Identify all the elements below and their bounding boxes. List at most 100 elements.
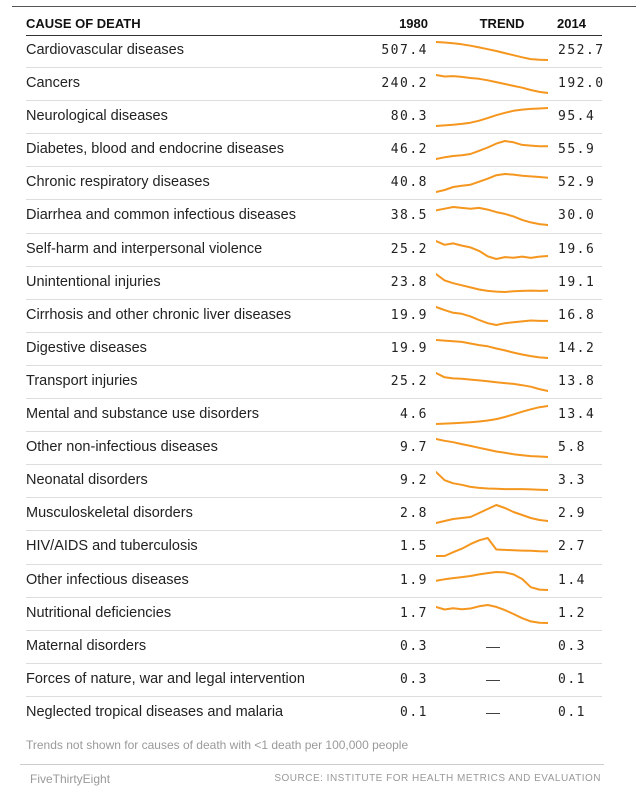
value-2014: 1.4 [558,572,586,588]
footnote: Trends not shown for causes of death wit… [26,738,409,752]
table-row: Chronic respiratory diseases 40.8 52.9 [26,167,602,201]
trend-sparkline [436,74,548,95]
table-row: Maternal disorders 0.3 — 0.3 [26,631,602,664]
trend-line [436,239,548,260]
trend-line [436,570,548,591]
value-2014: 0.1 [558,704,586,720]
trend-sparkline [436,107,548,128]
value-1980: 1.7 [400,605,428,621]
trend-sparkline [436,438,548,459]
value-2014: 19.1 [558,274,596,290]
table-row: Digestive diseases 19.9 14.2 [26,333,602,366]
header-rule [26,35,602,36]
table-row: HIV/AIDS and tuberculosis 1.5 2.7 [26,531,602,565]
trend-dash: — [486,670,500,687]
value-1980: 9.2 [400,473,428,489]
table-row: Mental and substance use disorders 4.6 13.… [26,399,602,433]
table-row: Other infectious diseases 1.9 1.4 [26,565,602,598]
cause-label: Forces of nature, war and legal interven… [26,670,305,687]
trend-line [436,438,548,459]
value-2014: 55.9 [558,142,596,158]
value-2014: 0.1 [558,671,586,687]
cause-label: Diarrhea and common infectious diseases [26,207,296,224]
source-credit: SOURCE: INSTITUTE FOR HEALTH METRICS AND… [274,773,601,784]
cause-label: Self-harm and interpersonal violence [26,240,263,257]
table-row: Cirrhosis and other chronic liver diseas… [26,300,602,333]
table-row: Self-harm and interpersonal violence 25.2… [26,234,602,267]
trend-line [436,272,548,293]
trend-line [436,504,548,525]
value-1980: 40.8 [390,175,428,191]
trend-line [436,140,548,161]
cause-label: Chronic respiratory diseases [26,174,210,191]
trend-line [436,107,548,128]
trend-sparkline [436,405,548,426]
table-row: Forces of nature, war and legal interven… [26,664,602,697]
cause-label: Unintentional injuries [26,273,161,290]
trend-sparkline [436,537,548,558]
table-row: Musculoskeletal disorders 2.8 2.9 [26,498,602,532]
value-2014: 95.4 [558,109,596,125]
cause-label: Maternal disorders [26,637,147,654]
trend-sparkline [436,603,548,624]
value-1980: 38.5 [390,208,428,224]
header-1980: 1980 [399,16,428,31]
value-1980: 9.7 [400,440,428,456]
trend-dash: — [486,703,500,720]
top-rule [12,6,636,7]
trend-sparkline [436,239,548,260]
value-1980: 0.3 [400,671,428,687]
value-2014: 19.6 [558,241,596,257]
cause-label: Cancers [26,75,80,92]
value-2014: 52.9 [558,175,596,191]
value-1980: 1.9 [400,572,428,588]
value-2014: 14.2 [558,340,596,356]
value-2014: 3.3 [558,473,586,489]
table-row: Neglected tropical diseases and malaria 0… [26,697,602,730]
trend-sparkline [436,272,548,293]
cause-label: Mental and substance use disorders [26,406,259,423]
trend-line [436,338,548,359]
value-2014: 16.8 [558,307,596,323]
trend-sparkline [436,173,548,194]
trend-line [436,471,548,492]
table-row: Nutritional deficiencies 1.7 1.2 [26,598,602,631]
cause-label: Diabetes, blood and endocrine diseases [26,141,284,158]
trend-line [436,537,548,558]
value-2014: 0.3 [558,638,586,654]
value-2014: 252.7 [558,43,605,58]
table-row: Other non-infectious diseases 9.7 5.8 [26,432,602,466]
value-1980: 4.6 [400,407,428,423]
table-row: Neurological diseases 80.3 95.4 [26,101,602,135]
trend-line [436,206,548,227]
cause-label: Other non-infectious diseases [26,439,218,456]
table-row: Diabetes, blood and endocrine diseases 46… [26,134,602,168]
cause-label: Cardiovascular diseases [26,42,184,58]
table-row: Neonatal disorders 9.2 3.3 [26,465,602,499]
cause-label: Other infectious diseases [26,571,189,588]
value-2014: 5.8 [558,440,586,456]
trend-sparkline [436,41,548,61]
cause-label: Neonatal disorders [26,472,148,489]
cause-label: Transport injuries [26,372,138,389]
value-1980: 0.3 [400,638,428,654]
cause-label: Neurological diseases [26,108,168,125]
value-2014: 30.0 [558,208,596,224]
trend-line [436,74,548,95]
value-1980: 23.8 [390,274,428,290]
trend-line [436,603,548,624]
table-row: Cardiovascular diseases 507.4 252.7 [26,35,605,69]
value-2014: 2.7 [558,539,586,555]
cause-label: Musculoskeletal disorders [26,505,193,522]
trend-line [436,371,548,392]
value-1980: 80.3 [390,109,428,125]
value-2014: 13.8 [558,373,596,389]
header-trend: TREND [479,16,525,31]
table-row: Diarrhea and common infectious diseases 3… [26,200,602,234]
cause-label: Cirrhosis and other chronic liver diseas… [26,306,292,323]
cause-label: HIV/AIDS and tuberculosis [26,538,198,555]
table-header: CAUSE OF DEATH 1980 TREND 2014 [26,16,606,34]
value-2014: 192.0 [558,76,605,92]
value-2014: 2.9 [558,506,586,522]
table-row: Cancers 240.2 192.0 [26,68,605,102]
